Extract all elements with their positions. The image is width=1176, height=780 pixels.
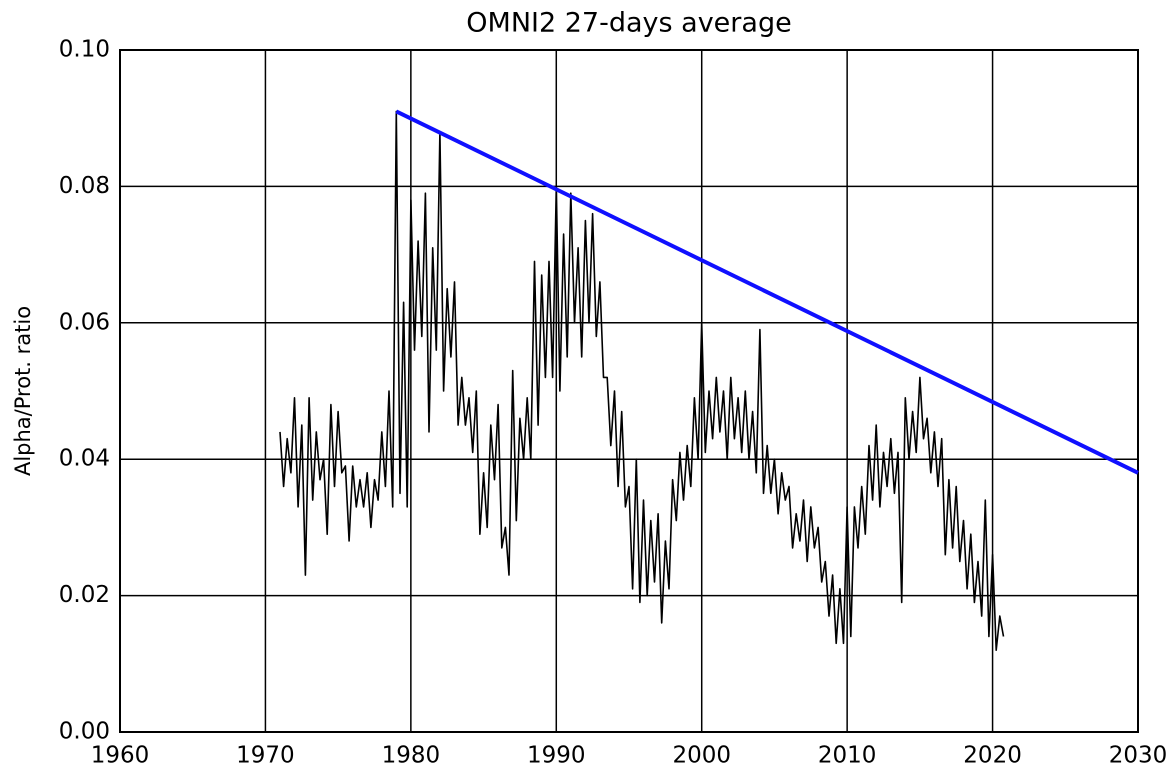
data-line	[279, 110, 1005, 652]
x-tick-label: 2020	[963, 743, 1022, 769]
x-tick-label: 2030	[1109, 743, 1168, 769]
y-tick-label: 0.10	[59, 37, 110, 63]
x-tick-label: 1960	[91, 743, 150, 769]
y-tick-label: 0.04	[59, 446, 110, 472]
y-axis-label: Alpha/Prot. ratio	[11, 306, 35, 476]
y-tick-label: 0.08	[59, 173, 110, 199]
x-tick-label: 1970	[236, 743, 295, 769]
x-tick-label: 2010	[818, 743, 877, 769]
y-tick-label: 0.02	[59, 582, 110, 608]
plot-frame	[119, 49, 1139, 733]
x-tick-label: 1980	[382, 743, 441, 769]
y-tick-label: 0.00	[59, 719, 110, 745]
data-line	[395, 109, 1139, 475]
x-tick-label: 1990	[527, 743, 586, 769]
x-tick-label: 2000	[672, 743, 731, 769]
chart-title: OMNI2 27-days average	[466, 8, 791, 39]
y-tick-label: 0.06	[59, 309, 110, 335]
